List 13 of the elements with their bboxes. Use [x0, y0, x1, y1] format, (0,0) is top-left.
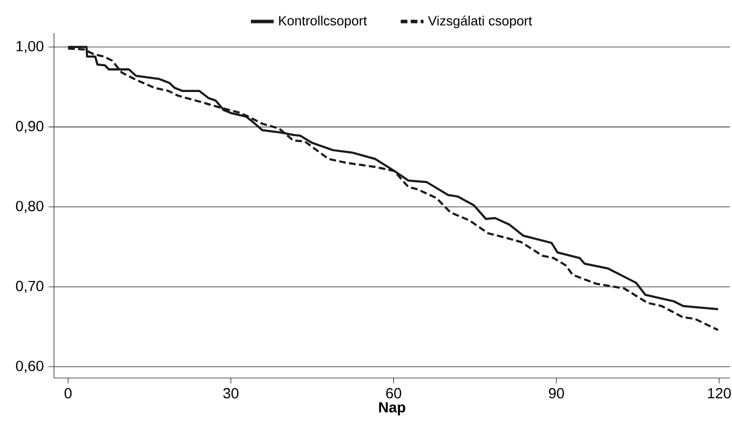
x-tick-label: 90	[548, 388, 564, 398]
y-tick-label: 0,60	[16, 360, 44, 373]
y-tick-label: 1,00	[16, 40, 44, 54]
legend-label: Vizsgálati csoport	[428, 16, 532, 28]
legend-label: Kontrollcsoport	[279, 16, 367, 28]
y-tick-label: 0,80	[16, 200, 44, 213]
x-tick-label: 60	[386, 388, 402, 398]
x-tick-label: 120	[708, 388, 731, 398]
y-tick-label: 0,70	[16, 280, 44, 293]
x-tick-label: 30	[223, 388, 238, 398]
x-axis-title: Nap	[379, 402, 406, 416]
x-tick-label: 0	[64, 388, 72, 398]
y-tick-label: 0,90	[16, 120, 44, 133]
